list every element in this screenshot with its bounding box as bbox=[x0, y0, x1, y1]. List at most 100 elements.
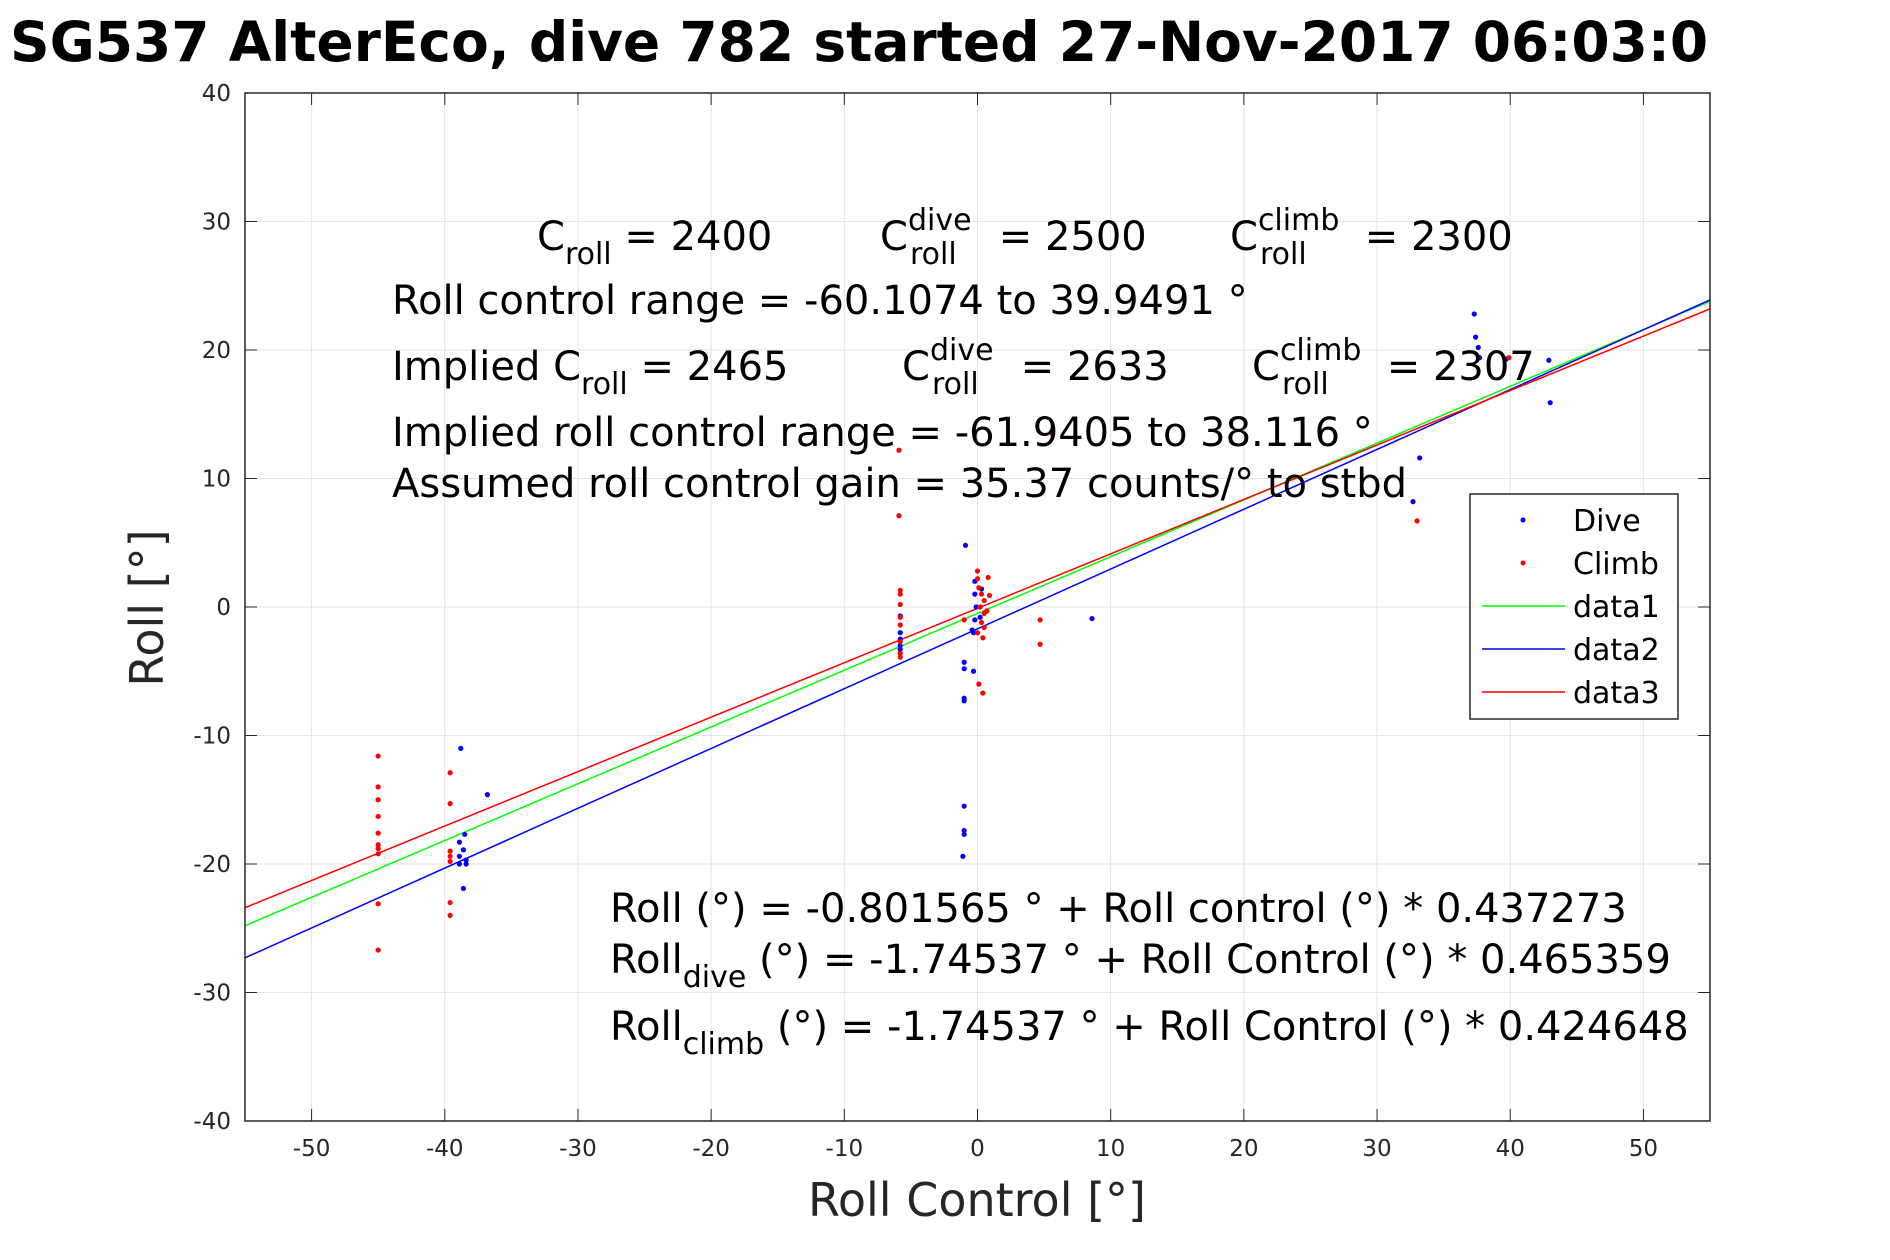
y-tick-label: -40 bbox=[193, 1109, 231, 1135]
point-climb bbox=[897, 639, 903, 645]
svg-text:Implied Croll = 2465: Implied Croll = 2465 bbox=[392, 344, 788, 402]
point-climb bbox=[897, 650, 903, 656]
annotation-fit-climb: Rollclimb (°) = -1.74537 ° + Roll Contro… bbox=[610, 1004, 1689, 1062]
x-tick-label: -10 bbox=[826, 1136, 864, 1162]
point-climb bbox=[375, 845, 381, 852]
annotation-fit-all: Roll (°) = -0.801565 ° + Roll control (°… bbox=[610, 886, 1627, 932]
y-axis-label: Roll [°] bbox=[120, 529, 174, 686]
implied-dive: C bbox=[902, 344, 930, 390]
x-tick-label: 30 bbox=[1362, 1136, 1391, 1162]
point-climb bbox=[447, 848, 453, 854]
implied-climb-value: = 2307 bbox=[1374, 344, 1535, 390]
point-climb bbox=[1037, 617, 1043, 623]
point-climb bbox=[897, 622, 903, 628]
point-climb bbox=[375, 901, 381, 907]
point-dive bbox=[969, 627, 975, 633]
point-climb bbox=[977, 604, 983, 610]
point-dive bbox=[462, 831, 468, 838]
x-axis-label: Roll Control [°] bbox=[808, 1173, 1146, 1227]
point-climb bbox=[980, 690, 986, 696]
point-climb bbox=[984, 608, 990, 614]
point-dive bbox=[1546, 357, 1552, 363]
legend-dive-marker bbox=[1520, 517, 1526, 523]
point-dive bbox=[961, 698, 967, 704]
c-roll: C bbox=[537, 214, 565, 260]
point-climb bbox=[985, 574, 991, 581]
point-dive bbox=[972, 591, 978, 597]
point-climb bbox=[981, 597, 987, 604]
fit-dive-sub: dive bbox=[683, 960, 747, 995]
point-climb bbox=[375, 797, 381, 803]
fit-line-data2 bbox=[244, 299, 1711, 959]
point-climb bbox=[978, 591, 985, 597]
point-dive bbox=[463, 861, 469, 867]
point-dive bbox=[460, 847, 467, 853]
point-climb bbox=[447, 912, 453, 919]
y-tick-label: -10 bbox=[193, 724, 231, 750]
point-climb bbox=[1414, 518, 1420, 524]
point-climb bbox=[447, 858, 453, 865]
point-dive bbox=[897, 646, 903, 653]
legend-data2-label: data2 bbox=[1573, 633, 1660, 668]
c-roll-value: = 2400 bbox=[612, 214, 773, 260]
y-tick-label: 30 bbox=[202, 210, 231, 236]
point-climb bbox=[974, 576, 981, 582]
point-dive bbox=[961, 827, 967, 834]
point-climb bbox=[1037, 641, 1043, 647]
point-dive bbox=[970, 668, 977, 674]
point-climb bbox=[897, 587, 903, 593]
c-dive-sub: roll bbox=[910, 237, 957, 272]
svg-text:Croll = 2400: Croll = 2400 bbox=[537, 214, 772, 272]
point-dive bbox=[1547, 400, 1553, 406]
c-climb-sub: roll bbox=[1260, 237, 1307, 272]
point-climb bbox=[974, 568, 981, 574]
point-dive bbox=[463, 857, 469, 863]
fit-climb-label: Roll bbox=[610, 1004, 683, 1050]
c-climb: C bbox=[1230, 214, 1258, 260]
c-dive-sup: dive bbox=[908, 203, 972, 238]
point-climb bbox=[447, 770, 453, 776]
point-climb bbox=[980, 635, 986, 641]
point-dive bbox=[961, 666, 967, 672]
annotation-implied: Implied Croll = 2465 Cdive roll = 2633 Cc… bbox=[392, 333, 1535, 402]
point-dive bbox=[960, 853, 966, 859]
legend-data3-label: data3 bbox=[1573, 676, 1660, 711]
legend-climb-label: Climb bbox=[1573, 547, 1659, 582]
annotation-implied-range: Implied roll control range = -61.9405 to… bbox=[392, 410, 1373, 456]
implied-dive-sub: roll bbox=[932, 367, 979, 402]
annotation-calibration: Croll = 2400 Cdive roll = 2500 Cclimb roll… bbox=[537, 203, 1513, 272]
implied-climb: C bbox=[1252, 344, 1280, 390]
x-tick-label: 20 bbox=[1229, 1136, 1258, 1162]
point-climb bbox=[978, 619, 985, 626]
point-dive bbox=[961, 659, 967, 665]
legend: Dive Climb data1 data2 data3 bbox=[1469, 493, 1679, 720]
x-tick-labels: -50 -40 -30 -20 -10 0 10 20 30 40 50 bbox=[293, 93, 1658, 1162]
annotation-range: Roll control range = -60.1074 to 39.9491… bbox=[392, 278, 1248, 324]
c-roll-sub: roll bbox=[565, 237, 612, 272]
legend-data1-label: data1 bbox=[1573, 590, 1660, 625]
point-dive bbox=[456, 853, 463, 859]
implied-c-value: = 2465 bbox=[628, 344, 789, 390]
y-tick-label: -30 bbox=[193, 981, 231, 1007]
point-climb bbox=[375, 784, 381, 790]
annotation-gain: Assumed roll control gain = 35.37 counts… bbox=[392, 461, 1407, 507]
x-tick-label: 10 bbox=[1096, 1136, 1125, 1162]
point-climb bbox=[986, 592, 993, 599]
data-points bbox=[375, 311, 1553, 953]
point-climb bbox=[1506, 355, 1512, 361]
implied-dive-sup: dive bbox=[930, 333, 994, 368]
point-climb bbox=[375, 830, 381, 836]
y-tick-label: 40 bbox=[202, 81, 231, 107]
legend-dive-label: Dive bbox=[1573, 504, 1641, 539]
point-climb bbox=[897, 591, 903, 597]
y-tick-labels: -40 -30 -20 -10 0 10 20 30 40 bbox=[193, 81, 1710, 1135]
implied-c-sub: roll bbox=[581, 367, 628, 402]
point-climb bbox=[897, 601, 903, 608]
point-climb bbox=[447, 899, 453, 906]
point-dive bbox=[1410, 499, 1416, 505]
y-tick-label: 0 bbox=[216, 595, 231, 621]
